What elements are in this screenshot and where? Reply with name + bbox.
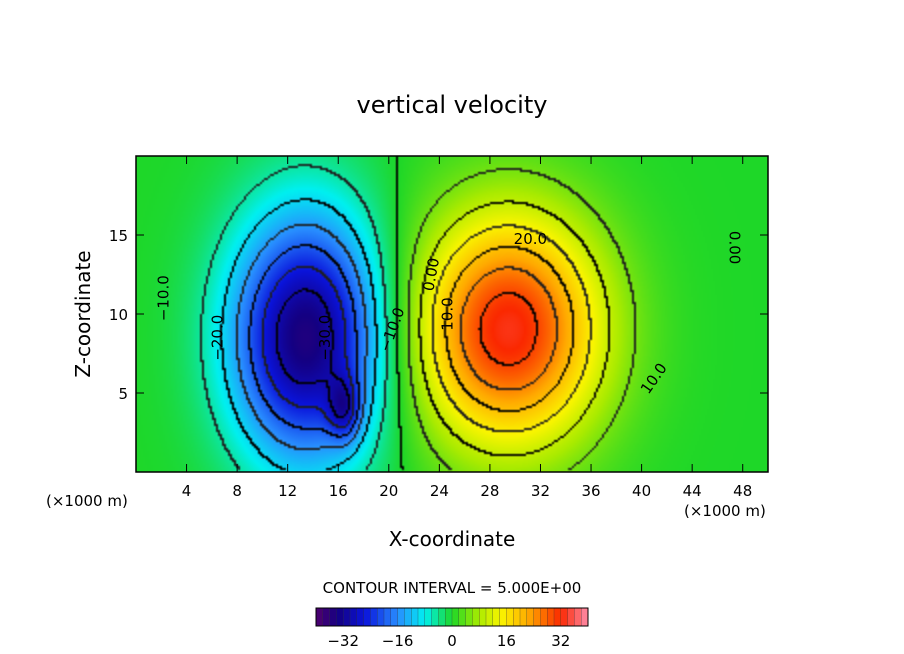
x-tick-label: 40 [632,482,651,500]
y-tick-label: 15 [109,227,128,245]
colorbar-swatch [329,607,337,627]
contour-label: −20.0 [209,315,227,361]
colorbar-swatch [547,607,555,627]
colorbar-swatch [383,607,392,627]
colorbar-swatch [540,607,548,627]
colorbar-swatch [438,607,446,627]
x-unit-right: (×1000 m) [684,502,766,520]
x-tick-label: 12 [278,482,297,500]
colorbar-swatch [465,607,473,627]
contour-label: −10.0 [154,275,172,321]
contour-label: 20.0 [514,230,547,248]
x-tick-label: 16 [329,482,348,500]
colorbar-swatch [451,607,460,627]
colorbar-swatch [390,607,399,627]
contour-label: 0.00 [420,256,444,292]
colorbar-tick-label: −16 [382,632,414,650]
colorbar: −32 −16 0 16 32 [315,607,589,650]
colorbar-swatch [560,607,569,627]
x-tick-label: 48 [733,482,752,500]
colorbar-tick-label: 32 [551,632,570,650]
colorbar-ticks: −32 −16 0 16 32 [327,632,570,650]
contour-label: 10.0 [439,297,457,330]
colorbar-swatch [397,607,405,627]
colorbar-swatch [458,607,467,627]
colorbar-swatch [315,607,324,627]
colorbar-swatch [533,607,541,627]
colorbar-frame [315,607,589,627]
contour-interval-label: CONTOUR INTERVAL = 5.000E+00 [323,579,582,597]
colorbar-swatch [472,607,480,627]
x-tick-label: 20 [379,482,398,500]
colorbar-swatch [363,607,371,627]
colorbar-swatch [485,607,494,627]
x-tick-label: 36 [581,482,600,500]
x-axis-label: X-coordinate [389,527,516,551]
colorbar-swatch [513,607,521,627]
colorbar-swatch [479,607,487,627]
colorbar-swatch [349,607,358,627]
colorbar-swatch [581,607,589,627]
colorbar-swatch [411,607,419,627]
colorbar-swatch [553,607,562,627]
colorbar-swatch [356,607,365,627]
velocity-heatmap [136,156,768,472]
x-tick-label: 32 [531,482,550,500]
chart-title: vertical velocity [357,91,548,119]
colorbar-swatch [445,607,453,627]
colorbar-swatch [322,607,331,627]
y-axis: 5 10 15 [109,227,768,403]
colorbar-swatch [567,607,575,627]
colorbar-swatch [370,607,378,627]
y-axis-label: Z-coordinate [71,250,95,377]
x-unit-left: (×1000 m) [46,492,128,510]
x-tick-label: 24 [430,482,449,500]
colorbar-swatch [377,607,385,627]
colorbar-swatch [424,607,433,627]
colorbar-tick-label: 16 [497,632,516,650]
colorbar-swatch [343,607,351,627]
x-tick-label: 44 [683,482,702,500]
colorbar-swatch [574,607,582,627]
colorbar-swatch [526,607,535,627]
colorbar-swatch [519,607,528,627]
colorbar-swatch [506,607,514,627]
x-axis: 4 8 12 16 20 24 28 32 36 40 44 48 [182,156,752,500]
colorbar-swatches [315,607,589,627]
colorbar-swatch [499,607,507,627]
y-tick-label: 5 [118,385,128,403]
colorbar-swatch [336,607,344,627]
colorbar-swatch [492,607,501,627]
x-tick-label: 4 [182,482,192,500]
x-tick-label: 8 [232,482,242,500]
x-tick-label: 28 [480,482,499,500]
colorbar-swatch [417,607,426,627]
colorbar-swatch [404,607,412,627]
contour-label: 0.00 [725,231,743,264]
y-tick-label: 10 [109,306,128,324]
contour-label: −30.0 [316,315,334,361]
colorbar-tick-label: 0 [447,632,457,650]
colorbar-swatch [431,607,439,627]
colorbar-tick-label: −32 [327,632,359,650]
